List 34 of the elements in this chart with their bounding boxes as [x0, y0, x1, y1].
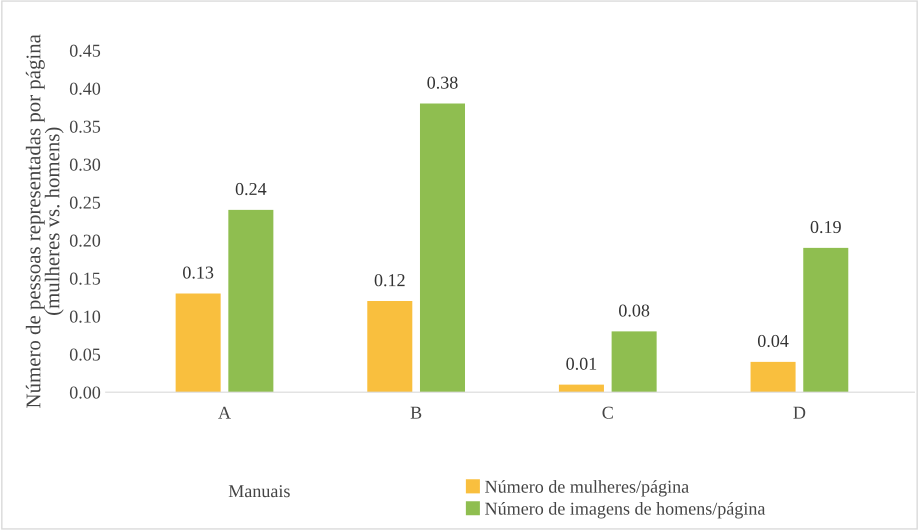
data-label: 0.38 [427, 76, 458, 89]
legend-label: Número de imagens de homens/página [485, 502, 766, 518]
bar [420, 104, 466, 392]
y-tick-label: 0.20 [70, 234, 100, 247]
y-tick-label: 0.15 [70, 272, 100, 285]
y-tick-label: 0.25 [70, 196, 100, 209]
data-label: 0.01 [566, 358, 596, 370]
legend-label: Número de mulheres/página [485, 480, 689, 497]
bar [612, 331, 657, 392]
data-label: 0.24 [236, 182, 266, 196]
bar [367, 301, 412, 392]
y-tick-label: 0.05 [70, 348, 100, 361]
x-tick-label: C [602, 406, 613, 419]
bar [750, 362, 796, 392]
data-label: 0.19 [810, 220, 841, 234]
x-tick-label: D [793, 406, 806, 419]
data-label: 0.08 [619, 304, 650, 317]
y-tick-label: 0.40 [70, 82, 100, 95]
bar [228, 210, 274, 392]
y-axis-title: Número de pessoas representadas por página (mulheres vs. homens) [26, 34, 64, 408]
bar [803, 248, 848, 392]
bar [176, 293, 221, 392]
y-tick-label: 0.35 [70, 120, 100, 133]
y-tick-label: 0.45 [70, 44, 100, 57]
y-tick-label: 0.10 [70, 310, 100, 323]
x-tick-label: A [218, 406, 231, 419]
bar [558, 384, 604, 392]
y-tick-label: 0.00 [70, 386, 100, 399]
x-tick-label: B [410, 406, 422, 419]
data-label: 0.04 [758, 334, 789, 348]
x-axis-title: Manuais [228, 485, 290, 498]
data-label: 0.12 [374, 274, 405, 286]
y-tick-label: 0.30 [70, 158, 100, 171]
data-label: 0.13 [183, 266, 214, 279]
